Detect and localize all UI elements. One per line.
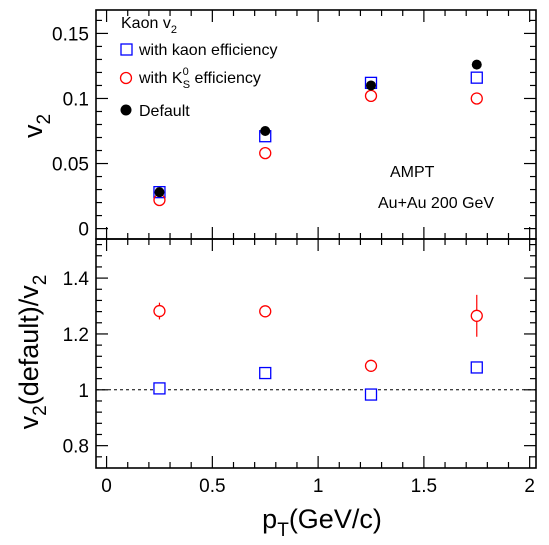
- bottom-y-axis-title: v2(default)/v2: [14, 275, 51, 430]
- bottom-point-series-0: [153, 382, 166, 395]
- top-point-series-1: [364, 89, 378, 103]
- top-tick-marks: [96, 10, 536, 239]
- legend-title: Kaon v2: [121, 15, 177, 36]
- y-tick-label: 1.4: [63, 269, 90, 290]
- bottom-panel: 0.8 1 1.2 1.4 v2(default)/v2: [14, 238, 537, 469]
- x-tick-label: 1: [313, 476, 324, 497]
- y-tick-label: 0.05: [52, 155, 89, 176]
- y-tick-label: 0: [78, 220, 89, 241]
- y-tick-label: 1: [78, 381, 89, 402]
- bottom-point-series-1: [259, 305, 272, 318]
- x-tick-label: 0: [101, 476, 112, 497]
- top-point-series-2: [366, 80, 376, 91]
- top-point-series-2: [260, 126, 271, 137]
- y-tick-label: 0.15: [52, 24, 89, 45]
- legend-label-ks-efficiency: with K0 S efficiency: [138, 66, 261, 91]
- top-point-series-1: [470, 92, 483, 105]
- x-axis-title: pT(GeV/c): [262, 504, 382, 541]
- legend-marker-ks-efficiency: [119, 71, 133, 85]
- y-tick-label: 1.2: [63, 325, 89, 346]
- bottom-y-tick-labels: 0.8 1 1.2 1.4: [63, 269, 90, 458]
- bottom-point-series-0: [470, 361, 483, 374]
- annotation-model: AMPT: [390, 164, 435, 181]
- bottom-point-series-1: [364, 359, 378, 372]
- top-point-series-2: [471, 59, 482, 70]
- x-tick-label: 0.5: [199, 476, 225, 497]
- y-tick-label: 0.1: [63, 89, 89, 110]
- legend-marker-kaon-efficiency: [120, 43, 133, 56]
- bottom-point-series-1: [153, 304, 166, 318]
- legend-marker-default: [120, 104, 132, 116]
- top-point-series-1: [259, 146, 272, 160]
- x-tick-labels: 0 0.5 1 1.5 2: [101, 476, 535, 497]
- bottom-point-series-0: [364, 388, 378, 401]
- bottom-point-series-0: [259, 366, 272, 380]
- legend-label-default: Default: [139, 103, 190, 120]
- legend-label-kaon-efficiency: with kaon efficiency: [138, 42, 277, 59]
- bottom-point-series-1: [470, 309, 483, 322]
- top-point-series-0: [153, 186, 166, 199]
- top-y-tick-labels: 0 0.05 0.1 0.15: [52, 24, 89, 240]
- y-tick-label: 0.8: [63, 437, 89, 458]
- x-tick-label: 1.5: [411, 476, 437, 497]
- top-y-axis-title: v2: [18, 114, 55, 138]
- legend: Kaon v2 with kaon efficiency with K0 S ef…: [119, 15, 277, 120]
- top-data-points: [153, 59, 483, 207]
- annotation-system: Au+Au 200 GeV: [378, 195, 494, 212]
- top-point-series-0: [470, 71, 483, 84]
- bottom-data-points: [153, 294, 483, 401]
- x-tick-label: 2: [524, 476, 535, 497]
- top-point-series-2: [154, 187, 165, 198]
- bottom-panel-frame: [95, 238, 537, 469]
- bottom-tick-marks: [96, 239, 536, 468]
- top-panel: 0 0.05 0.1 0.15 Kaon v2 with kaon efficienc…: [18, 9, 537, 241]
